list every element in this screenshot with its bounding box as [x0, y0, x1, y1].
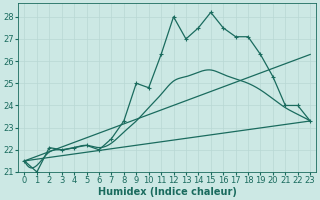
- X-axis label: Humidex (Indice chaleur): Humidex (Indice chaleur): [98, 187, 237, 197]
